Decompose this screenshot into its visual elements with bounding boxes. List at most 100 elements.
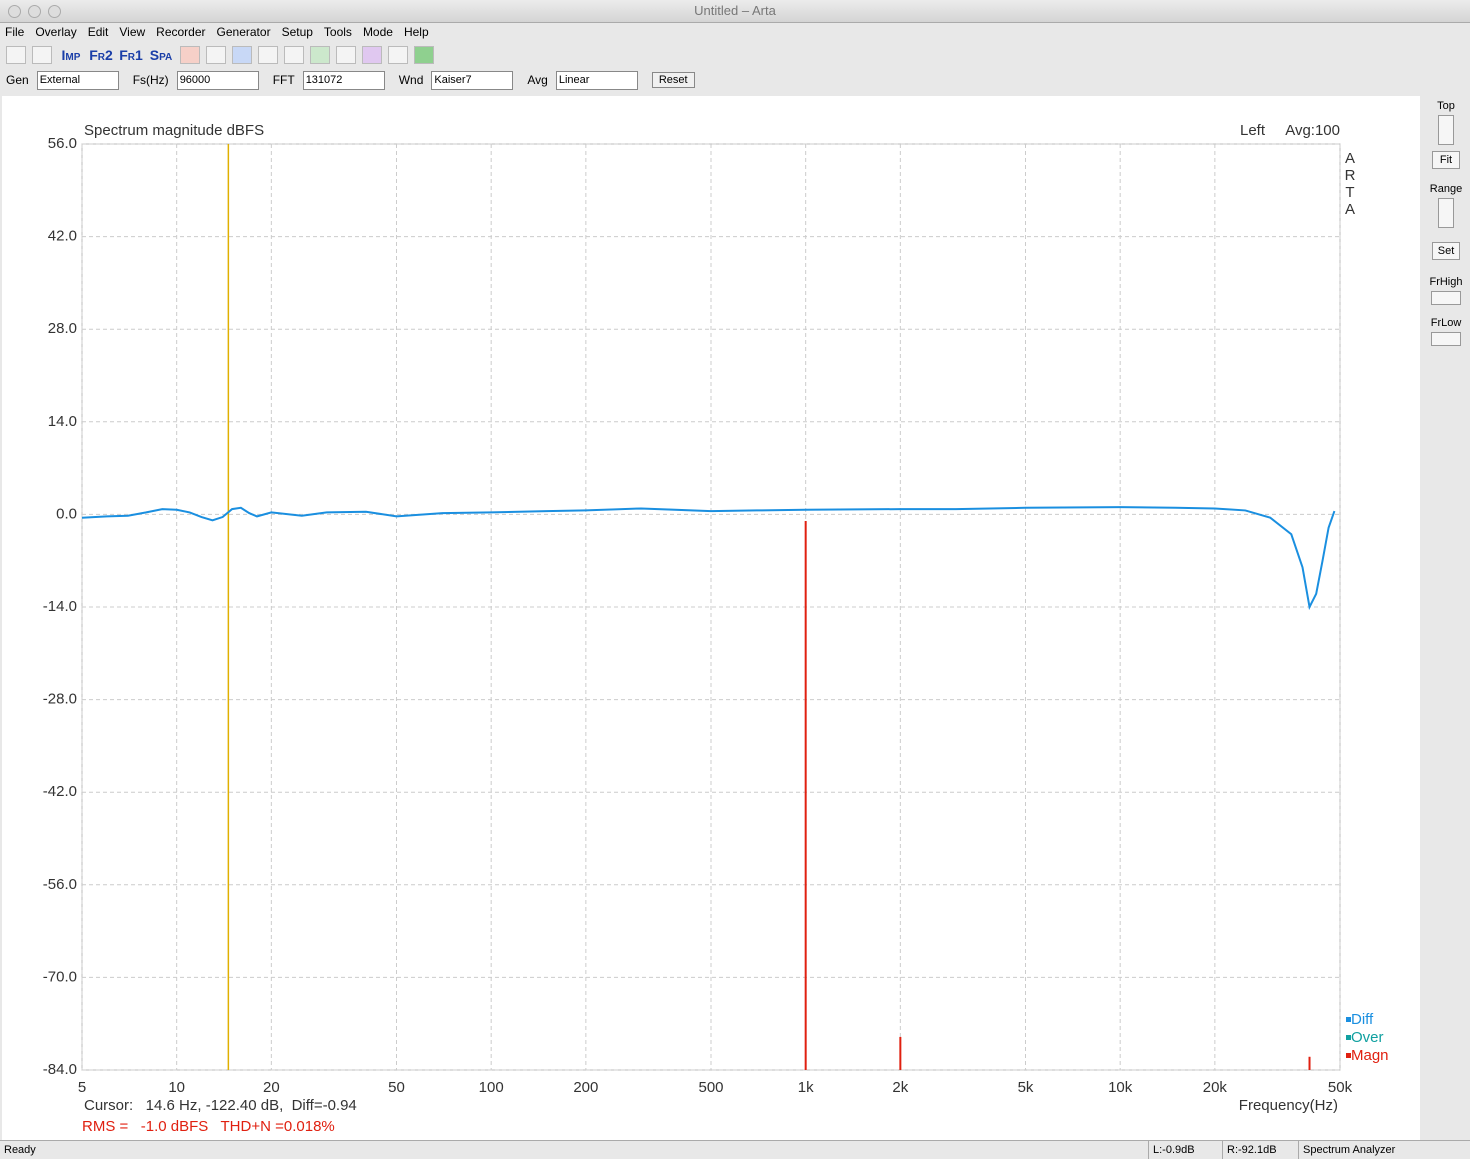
status-mode: Spectrum Analyzer — [1298, 1141, 1395, 1159]
menu-bar: File Overlay Edit View Recorder Generator Setu… — [0, 23, 1470, 42]
cursor-icon[interactable] — [32, 45, 52, 64]
x-tick-label: 1k — [798, 1079, 814, 1096]
title-bar: Untitled – Arta — [0, 0, 1470, 23]
y-tick-label: 14.0 — [48, 413, 77, 430]
meter-icon[interactable] — [362, 45, 382, 64]
menu-item[interactable]: View — [119, 25, 146, 39]
y-tick-label: 42.0 — [48, 228, 77, 245]
mode-button[interactable]: Spa — [149, 46, 173, 63]
x-tick-label: 50k — [1328, 1079, 1353, 1096]
menu-item[interactable]: Tools — [323, 25, 352, 39]
top-label: Top — [1437, 100, 1455, 112]
minimize-button[interactable] — [28, 5, 41, 18]
range-spin[interactable] — [1438, 198, 1454, 228]
zoom-button[interactable] — [48, 5, 61, 18]
y-tick-label: 56.0 — [48, 135, 77, 152]
generator-icon[interactable] — [388, 45, 408, 64]
cursor-readout: Cursor: 14.6 Hz, -122.40 dB, Diff=-0.94 — [84, 1097, 357, 1114]
scope-icon[interactable] — [414, 45, 434, 64]
x-tick-label: 200 — [573, 1079, 598, 1096]
settings-bar: Gen External Fs(Hz) 96000 FFT 131072 Wnd Kaiser… — [0, 68, 1470, 92]
frhigh-label: FrHigh — [1429, 276, 1463, 288]
legend-label: Magn — [1351, 1047, 1389, 1064]
menu-item[interactable]: Edit — [87, 25, 109, 39]
watermark: ARTA — [1342, 150, 1359, 218]
setting-label: FFT — [272, 73, 295, 87]
y-tick-label: -42.0 — [43, 783, 77, 800]
abc-icon[interactable] — [284, 45, 304, 64]
x-tick-label: 5 — [78, 1079, 86, 1096]
menu-item[interactable]: Mode — [362, 25, 393, 39]
y-tick-label: -28.0 — [43, 691, 77, 708]
grid-icon[interactable] — [310, 45, 330, 64]
right-level: R:-92.1dB — [1222, 1141, 1277, 1159]
setting-label: Wnd — [398, 73, 424, 87]
x-tick-label: 100 — [479, 1079, 504, 1096]
frlow-label: FrLow — [1430, 317, 1462, 329]
reset-button[interactable]: Reset — [651, 72, 695, 88]
settings-list: Gen External Fs(Hz) 96000 FFT 131072 Wnd Kaiser… — [6, 70, 644, 90]
x-axis-label: Frequency(Hz) — [1239, 1097, 1338, 1114]
x-tick-label: 20k — [1203, 1079, 1228, 1096]
stop-icon[interactable] — [258, 45, 278, 64]
close-button[interactable] — [8, 5, 21, 18]
setting-dropdown[interactable]: 96000 — [176, 70, 259, 90]
legend-label: Over — [1351, 1029, 1384, 1046]
legend-label: Diff — [1351, 1011, 1374, 1028]
x-tick-label: 50 — [388, 1079, 405, 1096]
set-button[interactable]: Set — [1432, 242, 1460, 260]
mode-buttons: Imp Fr2 Fr1 Spa — [58, 47, 174, 63]
status-bar: Ready L:-0.9dB R:-92.1dB Spectrum Analyz… — [0, 1140, 1470, 1159]
x-tick-label: 10k — [1108, 1079, 1133, 1096]
left-level: L:-0.9dB — [1148, 1141, 1195, 1159]
frhigh-spin[interactable] — [1431, 291, 1461, 305]
chart: Spectrum magnitude dBFS Left Avg:100 ART… — [2, 96, 1420, 1140]
x-tick-label: 2k — [892, 1079, 908, 1096]
legend-swatch — [1346, 1053, 1351, 1058]
y-tick-label: 0.0 — [56, 505, 77, 522]
chart-title: Spectrum magnitude dBFS — [84, 122, 264, 139]
mode-button[interactable]: Fr2 — [89, 46, 113, 63]
range-label: Range — [1429, 183, 1463, 195]
setting-dropdown[interactable]: Kaiser7 — [431, 70, 514, 90]
menu-item[interactable]: Overlay — [35, 25, 77, 39]
play-icon[interactable] — [232, 45, 252, 64]
y-tick-label: 28.0 — [48, 320, 77, 337]
setting-dropdown[interactable]: External — [36, 70, 119, 90]
window-title: Untitled – Arta — [694, 3, 776, 18]
stop-icon[interactable] — [206, 45, 226, 64]
record-icon[interactable] — [180, 45, 200, 64]
average-label: Avg:100 — [1285, 122, 1340, 139]
toolbar: Imp Fr2 Fr1 Spa — [0, 43, 1470, 66]
mode-button[interactable]: Fr1 — [119, 46, 143, 63]
menu-item[interactable]: Help — [403, 25, 429, 39]
copy-icon[interactable] — [6, 45, 26, 64]
setting-dropdown[interactable]: 131072 — [302, 70, 385, 90]
top-spin[interactable] — [1438, 115, 1454, 145]
setting-label: Fs(Hz) — [132, 73, 169, 87]
x-tick-label: 500 — [698, 1079, 723, 1096]
y-tick-label: -84.0 — [43, 1061, 77, 1078]
setting-label: Avg — [527, 73, 548, 87]
frlow-spin[interactable] — [1431, 332, 1461, 346]
channel-label: Left — [1240, 122, 1266, 139]
legend-swatch — [1346, 1017, 1351, 1022]
x-tick-label: 5k — [1018, 1079, 1034, 1096]
menu-item[interactable]: Recorder — [156, 25, 206, 39]
status-state: Ready — [4, 1144, 36, 1156]
probe-icon[interactable] — [336, 45, 356, 64]
setting-label: Gen — [6, 73, 29, 87]
x-tick-label: 20 — [263, 1079, 280, 1096]
menu-item[interactable]: Generator — [216, 25, 271, 39]
setting-dropdown[interactable]: Linear — [555, 70, 638, 90]
fit-button[interactable]: Fit — [1432, 151, 1460, 169]
x-tick-label: 10 — [168, 1079, 185, 1096]
rms-readout: RMS = -1.0 dBFS THD+N =0.018% — [82, 1118, 335, 1135]
mode-button[interactable]: Imp — [61, 46, 81, 63]
y-tick-label: -56.0 — [43, 876, 77, 893]
menu-item[interactable]: File — [5, 25, 25, 39]
menu-item[interactable]: Setup — [281, 25, 313, 39]
side-panel: Top Fit Range Set FrHigh FrLow — [1422, 96, 1470, 1138]
